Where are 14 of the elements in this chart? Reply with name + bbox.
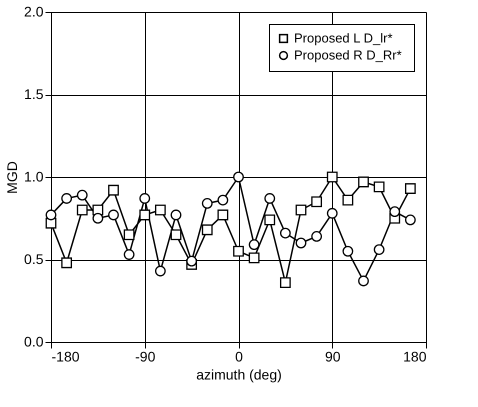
y-tick-label: 0.0: [24, 334, 44, 350]
x-tick-label: -90: [135, 348, 156, 364]
x-axis-title: azimuth (deg): [196, 366, 282, 382]
x-tick-label: -180: [52, 348, 80, 364]
y-tick-label: 1.0: [24, 168, 44, 184]
y-axis-title: MGD: [4, 161, 20, 194]
y-tick-label: 0.5: [24, 251, 44, 267]
x-tick-label: 0: [235, 348, 244, 364]
y-tick-label: 1.5: [24, 86, 44, 102]
legend-label: Proposed L D_lr*: [294, 30, 393, 46]
y-tick-label: 2.0: [24, 4, 44, 20]
x-tick-label: 90: [324, 348, 341, 364]
x-tick-label: 180: [403, 348, 427, 364]
legend-label: Proposed R D_Rr*: [294, 48, 402, 62]
